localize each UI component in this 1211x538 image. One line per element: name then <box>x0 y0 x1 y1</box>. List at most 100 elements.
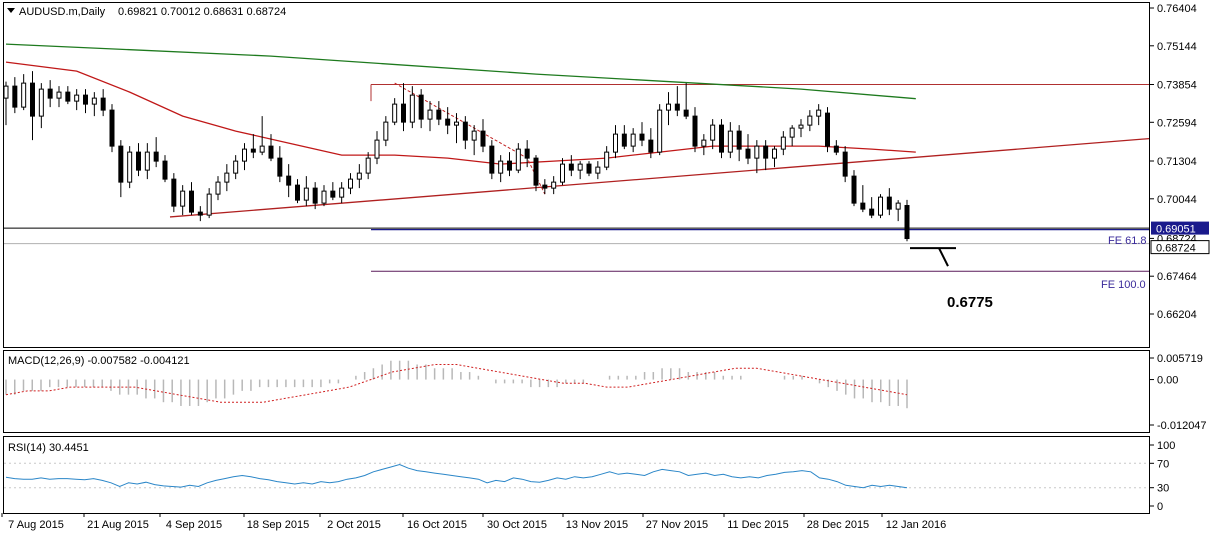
candle-bear <box>833 145 839 153</box>
candle-bull <box>471 130 477 141</box>
candle-bull <box>789 127 795 138</box>
candle-bear <box>736 130 742 150</box>
macd-panel <box>3 350 1150 433</box>
candle-bull <box>613 133 618 153</box>
candle-bull <box>91 97 97 105</box>
candle-bull <box>21 82 27 108</box>
candle-bull <box>3 85 9 99</box>
rsi-tick-label: 30 <box>1157 483 1169 495</box>
current-price-box <box>1150 240 1210 255</box>
candle-bear <box>330 190 336 198</box>
x-tick-label: 16 Oct 2015 <box>407 519 467 531</box>
candle-bear <box>312 187 318 204</box>
candle-bull <box>498 160 504 174</box>
candle-bear <box>480 130 486 147</box>
y-tick-label: 0.67464 <box>1157 271 1197 283</box>
candle-bull <box>754 145 760 159</box>
candle-bull <box>454 121 459 126</box>
x-tick-label: 13 Nov 2015 <box>566 519 628 531</box>
candle-bear <box>462 121 468 141</box>
candle-bull <box>630 133 636 147</box>
candle-bull <box>577 163 583 171</box>
candle-bear <box>189 190 194 213</box>
candle-bull <box>56 91 62 99</box>
ma-slow-line <box>5 43 916 100</box>
y-tick-label: 0.76404 <box>1157 3 1197 15</box>
x-tick-label: 2 Oct 2015 <box>327 519 381 531</box>
candle-bear <box>47 88 53 99</box>
fe-100-label: FE 100.0 <box>1101 279 1146 291</box>
chart-title: AUDUSD.m,Daily <box>19 6 106 18</box>
rsi-label: RSI(14) 30.4451 <box>8 442 89 454</box>
candle-bull <box>807 115 813 126</box>
candle-bull <box>727 130 733 153</box>
candle-bear <box>683 109 689 117</box>
candle-bear <box>109 109 115 147</box>
rsi-panel <box>3 436 1150 514</box>
candle-bull <box>657 109 663 153</box>
candle-bear <box>533 157 539 186</box>
candle-bear <box>568 163 574 171</box>
rsi-tick-label: 100 <box>1157 440 1175 452</box>
candle-bull <box>816 109 822 117</box>
macd-label: MACD(12,26,9) -0.007582 -0.004121 <box>8 355 190 367</box>
x-tick-label: 4 Sep 2015 <box>166 519 222 531</box>
candle-bear <box>886 196 892 210</box>
macd-tick-label: -0.012047 <box>1157 420 1207 432</box>
candle-bull <box>321 190 327 204</box>
ohlc-header: 0.69821 0.70012 0.68631 0.68724 <box>118 6 286 18</box>
candle-bull <box>38 88 44 117</box>
candle-bull <box>666 103 671 111</box>
fe-61-8-label: FE 61.8 <box>1108 235 1147 247</box>
candle-bear <box>118 145 124 183</box>
y-tick-label: 0.73854 <box>1157 80 1197 92</box>
candle-bear <box>65 91 71 102</box>
candle-bear <box>719 124 724 153</box>
candle-bull <box>339 187 345 198</box>
macd-tick-label: 0.005719 <box>1157 353 1203 365</box>
candle-bull <box>560 163 565 183</box>
candle-bull <box>242 148 247 162</box>
y-tick-label: 0.66204 <box>1157 309 1197 321</box>
candle-bull <box>392 103 398 123</box>
axis-layer: 0.76404 0.75144 0.73854 0.72594 0.71304 0.700… <box>1 3 1210 531</box>
candle-bear <box>418 94 424 120</box>
rsi-plot-layer <box>4 462 1149 489</box>
x-tick-label: 30 Oct 2015 <box>487 519 547 531</box>
candle-bear <box>621 133 627 147</box>
y-tick-label: 0.71304 <box>1157 156 1197 168</box>
candle-bull <box>215 181 221 195</box>
candle-bear <box>869 208 875 216</box>
candle-bear <box>268 145 274 159</box>
candle-bear <box>745 148 751 159</box>
candle-bear <box>100 97 106 111</box>
candle-bear <box>250 148 256 153</box>
dropdown-triangle-icon[interactable] <box>7 8 15 13</box>
candle-bull <box>604 151 610 168</box>
candle-bear <box>825 112 830 147</box>
candle-bull <box>780 136 786 150</box>
fe-price-text: 0.69051 <box>1156 224 1196 236</box>
candle-bull <box>127 151 133 183</box>
candle-bear <box>286 175 292 186</box>
current-price-text: 0.68724 <box>1156 243 1196 255</box>
candle-bull <box>259 145 265 153</box>
x-tick-label: 18 Sep 2015 <box>247 519 309 531</box>
candle-bull <box>356 172 362 180</box>
candle-bear <box>277 157 283 177</box>
main-panel <box>3 2 1150 348</box>
y-tick-label: 0.75144 <box>1157 41 1197 53</box>
candle-bear <box>542 184 548 189</box>
candle-bull <box>303 187 309 201</box>
x-tick-label: 21 Aug 2015 <box>87 519 149 531</box>
main-plot-layer <box>3 43 1150 272</box>
x-tick-label: 27 Nov 2015 <box>646 519 708 531</box>
y-tick-label: 0.72594 <box>1157 117 1197 129</box>
candle-bear <box>763 145 769 159</box>
candle-bull <box>144 151 150 171</box>
target-price-label: 0.6775 <box>947 294 993 311</box>
x-tick-label: 12 Jan 2016 <box>886 519 947 531</box>
target-pointer <box>938 247 949 267</box>
candle-bull <box>701 139 707 147</box>
